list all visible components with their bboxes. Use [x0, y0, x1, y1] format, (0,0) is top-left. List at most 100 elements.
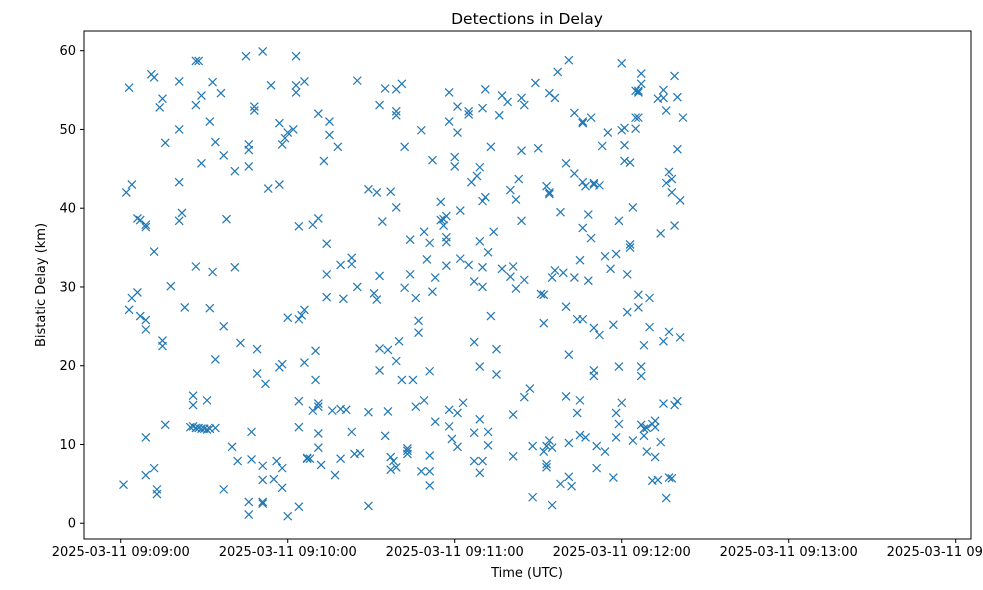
data-point [670, 71, 680, 81]
data-point [486, 311, 496, 321]
data-point [542, 462, 551, 472]
data-point [205, 303, 215, 313]
data-point [166, 281, 176, 291]
data-point [322, 292, 332, 302]
data-point [600, 447, 610, 457]
data-point [592, 441, 602, 451]
data-point [247, 427, 256, 437]
data-point [188, 400, 198, 410]
data-point [564, 350, 574, 360]
data-point [486, 142, 496, 152]
data-point [283, 511, 293, 521]
data-point [414, 328, 423, 338]
data-point [386, 452, 396, 462]
data-point [664, 167, 674, 177]
data-point [542, 441, 551, 451]
data-point [581, 181, 590, 191]
data-point [525, 384, 535, 393]
data-point [600, 251, 610, 261]
x-tick-label: 2025-03-11 09:11:00 [386, 545, 524, 560]
data-point [258, 499, 268, 508]
data-point [542, 459, 551, 469]
data-point [389, 456, 398, 466]
data-point [208, 267, 218, 277]
data-point [645, 322, 654, 332]
data-point [210, 423, 220, 433]
data-point [416, 125, 426, 135]
data-point [124, 83, 134, 93]
data-point [135, 311, 145, 321]
data-point [197, 91, 206, 101]
data-point [589, 178, 599, 188]
data-point [450, 162, 460, 171]
data-point [492, 369, 501, 379]
data-point [121, 188, 131, 197]
data-point [247, 455, 256, 464]
data-point [313, 429, 323, 438]
data-point [531, 78, 540, 88]
data-point [539, 290, 549, 300]
data-point [158, 94, 167, 104]
data-point [300, 76, 309, 86]
data-point [653, 475, 663, 485]
data-point [258, 475, 268, 485]
data-point [244, 139, 254, 149]
data-point [174, 76, 184, 86]
data-point [517, 93, 526, 103]
data-point [631, 86, 641, 96]
data-point [277, 483, 287, 493]
data-point [352, 282, 362, 292]
data-point [633, 303, 643, 312]
data-point [133, 288, 142, 297]
data-point [664, 473, 674, 482]
data-point [330, 470, 340, 480]
data-points [119, 47, 688, 521]
data-point [494, 110, 504, 120]
data-point [536, 289, 546, 299]
y-axis-label: Bistatic Delay (km) [34, 223, 49, 347]
data-point [650, 422, 660, 432]
data-point [608, 320, 618, 330]
data-point [313, 402, 323, 412]
data-point [305, 454, 315, 464]
data-point [277, 359, 287, 369]
data-point [586, 233, 596, 243]
data-point [249, 106, 259, 115]
data-point [386, 187, 396, 197]
data-point [633, 113, 643, 123]
data-point [383, 406, 393, 416]
data-point [294, 314, 304, 324]
data-point [347, 427, 357, 437]
data-point [311, 375, 320, 385]
data-point [436, 215, 446, 225]
data-point [230, 166, 240, 176]
data-point [650, 416, 660, 426]
data-point [277, 139, 287, 149]
data-point [436, 197, 446, 207]
data-point [672, 396, 682, 406]
data-point [453, 408, 462, 418]
data-point [380, 84, 390, 93]
data-point [408, 375, 418, 385]
data-point [269, 474, 279, 484]
data-point [547, 500, 557, 510]
data-point [149, 73, 159, 82]
data-point [475, 236, 485, 246]
data-point [391, 356, 401, 366]
data-point [533, 143, 543, 153]
data-point [519, 392, 529, 402]
data-point [405, 235, 415, 245]
data-point [294, 502, 304, 512]
data-point [160, 138, 170, 148]
x-tick-label: 2025-03-11 09:13:00 [720, 545, 858, 560]
data-point [508, 451, 518, 461]
data-point [645, 293, 654, 303]
data-point [391, 202, 401, 212]
data-point [441, 237, 451, 247]
data-point [517, 216, 526, 226]
data-point [564, 438, 574, 448]
data-point [508, 262, 518, 271]
data-point [425, 366, 435, 376]
data-point [475, 362, 485, 371]
data-point [119, 480, 128, 490]
